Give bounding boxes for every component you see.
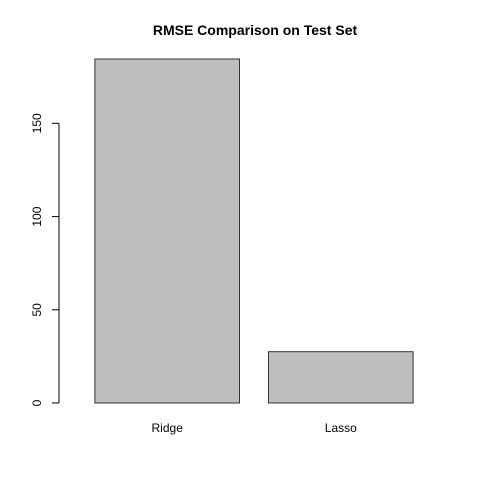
- x-tick-label-ridge: Ridge: [152, 421, 184, 435]
- y-tick-label-50: 50: [30, 303, 44, 317]
- chart-title: RMSE Comparison on Test Set: [153, 22, 358, 38]
- bar-ridge: [94, 58, 241, 404]
- bars-group: [94, 58, 414, 404]
- y-axis: 0 50 100 150: [30, 113, 60, 406]
- x-axis-labels: Ridge Lasso: [152, 421, 358, 435]
- y-tick-label-0: 0: [30, 399, 44, 406]
- y-tick-label-100: 100: [30, 206, 44, 226]
- bar-lasso: [268, 351, 414, 404]
- y-tick-label-150: 150: [30, 113, 44, 133]
- x-tick-label-lasso: Lasso: [325, 421, 357, 435]
